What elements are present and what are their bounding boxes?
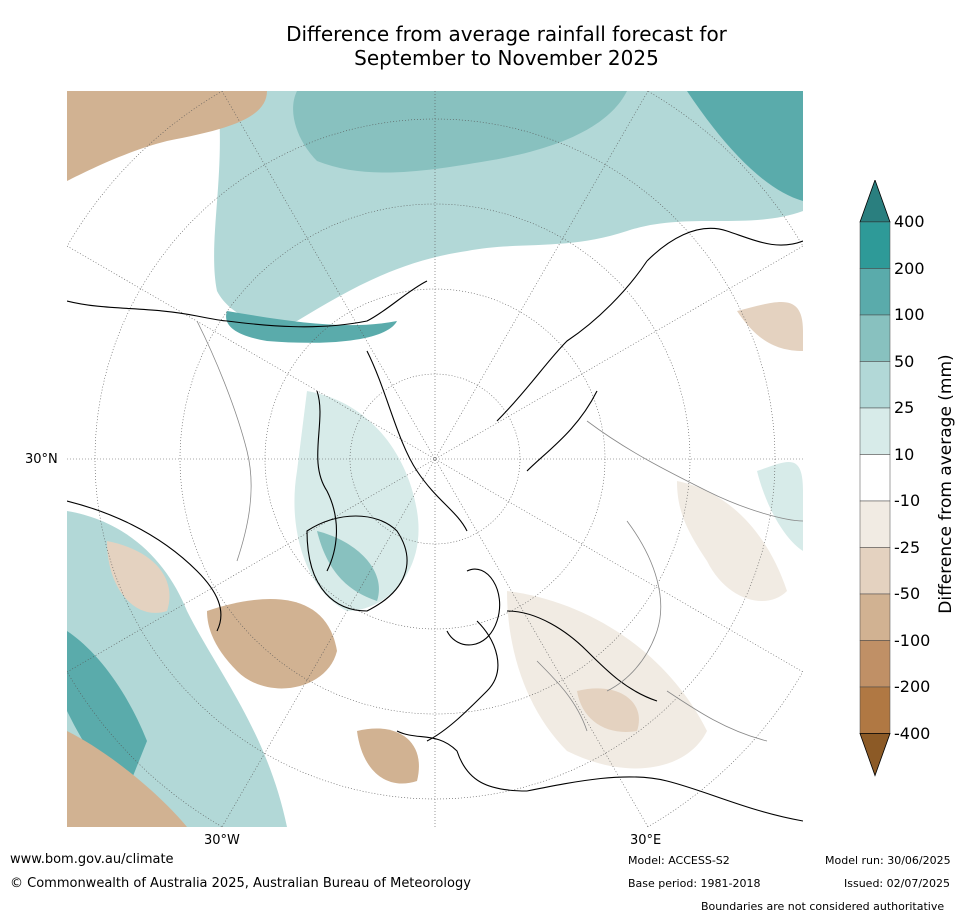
- colorbar-tick-label: -10: [894, 491, 921, 510]
- brown-europe-2: [577, 688, 639, 732]
- title-line-2: September to November 2025: [354, 46, 659, 70]
- colorbar-tick-label: -100: [894, 630, 931, 650]
- footer-issued: Issued: 02/07/2025: [844, 877, 951, 890]
- teal-asia: [757, 462, 803, 551]
- brown-iberia: [357, 728, 419, 784]
- teal-medium-n: [293, 91, 627, 173]
- colorbar-band: [859, 593, 891, 641]
- brown-europe: [507, 591, 707, 769]
- colorbar-tick-label: -400: [894, 723, 931, 743]
- colorbar-band: [859, 407, 891, 455]
- colorbar-tick-label: 10: [894, 444, 915, 464]
- colorbar-tick-label: 25: [894, 398, 915, 417]
- colorbar: [859, 180, 891, 777]
- brown-ne: [737, 302, 803, 351]
- colorbar-band: [859, 640, 891, 688]
- rainfall-map: [67, 91, 803, 827]
- colorbar-bands: [859, 180, 891, 777]
- colorbar-tick-label: 50: [894, 351, 915, 371]
- teal-west-strong: [67, 631, 147, 791]
- brown-west-1: [107, 541, 170, 613]
- colorbar-band: [859, 361, 891, 409]
- colorbar-band: [859, 547, 891, 595]
- brown-nw: [67, 91, 267, 181]
- colorbar-tick-label: 400: [894, 212, 925, 231]
- colorbar-tick-label: 100: [894, 305, 925, 324]
- footer-base-period: Base period: 1981-2018: [628, 877, 761, 890]
- brown-sw: [67, 731, 187, 827]
- map-canvas: [67, 91, 803, 827]
- teal-greenland-coast: [317, 531, 379, 601]
- footer-url: www.bom.gov.au/climate: [10, 852, 174, 867]
- lon-label-30w: 30°W: [204, 833, 240, 848]
- graticule: [67, 91, 803, 827]
- footer-disclaimer: Boundaries are not considered authoritat…: [701, 900, 945, 913]
- title-line-1: Difference from average rainfall forecas…: [286, 22, 727, 46]
- colorbar-tick-label: -25: [894, 537, 921, 557]
- teal-strong-ne: [687, 91, 803, 201]
- colorbar-band: [859, 268, 891, 316]
- colorbar-band: [859, 314, 891, 362]
- colorbar-tick-label: -200: [894, 677, 931, 696]
- brown-asia: [677, 481, 787, 601]
- country-borders: [196, 320, 803, 742]
- teal-greenland: [294, 391, 419, 611]
- colorbar-title: Difference from average (mm): [936, 354, 956, 614]
- colorbar-band: [859, 686, 891, 734]
- coastlines: [67, 227, 803, 822]
- colorbar-extend-top: [859, 180, 891, 223]
- brown-west-2: [207, 599, 337, 689]
- lat-label-30n: 30°N: [25, 452, 58, 467]
- colorbar-tick-label: -50: [894, 584, 921, 603]
- map-title: Difference from average rainfall forecas…: [0, 22, 965, 70]
- footer-model: Model: ACCESS-S2: [628, 854, 730, 867]
- colorbar-band: [859, 221, 891, 269]
- lon-label-30e: 30°E: [630, 833, 662, 848]
- anomaly-shading: [67, 91, 803, 827]
- colorbar-extend-bottom: [859, 733, 891, 777]
- footer-model-run: Model run: 30/06/2025: [825, 854, 951, 867]
- colorbar-band: [859, 454, 891, 502]
- colorbar-band: [859, 500, 891, 548]
- colorbar-tick-label: 200: [894, 258, 925, 278]
- footer-copyright: © Commonwealth of Australia 2025, Austra…: [10, 876, 471, 891]
